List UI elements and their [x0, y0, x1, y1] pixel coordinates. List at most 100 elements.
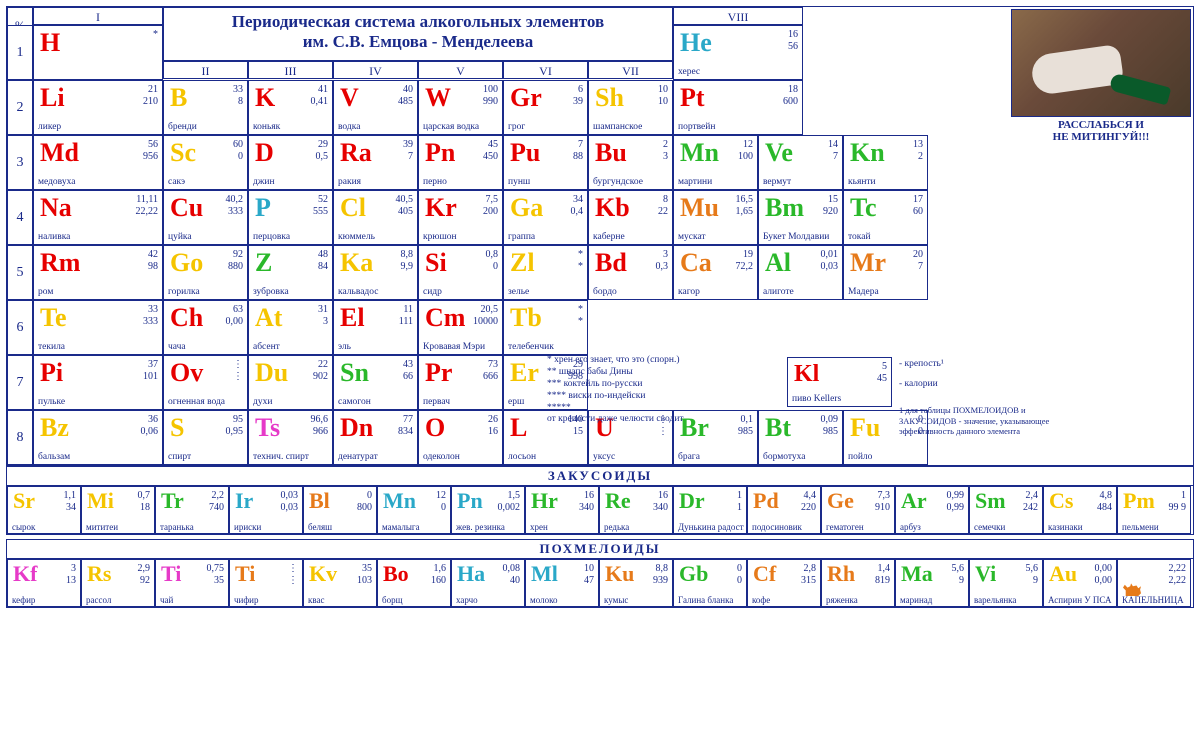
title-line-2: им. С.В. Емцова - Менделеева	[167, 32, 669, 52]
element-value-1: 35	[362, 563, 372, 574]
element-symbol: Kf	[13, 563, 37, 585]
element-cell: Ve147вермут	[758, 135, 843, 190]
element-cell: H*	[33, 25, 163, 80]
element-cell: Go92880горилка	[163, 245, 248, 300]
element-name: казинаки	[1048, 522, 1114, 532]
element-value-1: 11,11	[136, 194, 158, 205]
element-cell: Rh1,4819ряженка	[821, 559, 895, 607]
element-name: ром	[38, 287, 160, 297]
element-symbol: Zl	[510, 250, 535, 276]
element-name: абсент	[253, 342, 330, 352]
element-value-1: 7,5	[486, 194, 499, 205]
element-name: каберне	[593, 232, 670, 242]
element-value-2: 0	[493, 261, 498, 272]
side-note-line: *****	[547, 403, 777, 415]
element-name: мититеи	[86, 522, 152, 532]
element-cell: Tc1760токай	[843, 190, 928, 245]
element-value-2: 0,95	[226, 426, 244, 437]
element-value-1: 36	[148, 414, 158, 425]
element-cell: Hr16340хрен	[525, 486, 599, 534]
element-value-1: 1,1	[64, 490, 77, 501]
element-name: бренди	[168, 122, 245, 132]
title-line-1: Периодическая система алкогольных элемен…	[167, 12, 669, 32]
element-name: чай	[160, 595, 226, 605]
element-symbol: Pn	[457, 490, 483, 512]
element-name: Галина бланка	[678, 595, 744, 605]
element-symbol: Tr	[161, 490, 184, 512]
element-value-2: 220	[801, 502, 816, 513]
element-value-2: 939	[653, 575, 668, 586]
element-cell: O2616одеколон	[418, 410, 503, 465]
element-symbol: Cu	[170, 195, 203, 221]
element-value-2: 66	[403, 371, 413, 382]
element-symbol: Ga	[510, 195, 543, 221]
element-symbol: He	[680, 30, 712, 56]
element-name: кюммель	[338, 232, 415, 242]
element-cell: Kb822каберне	[588, 190, 673, 245]
element-value-1: 29	[318, 139, 328, 150]
element-value-2: 2	[918, 151, 923, 162]
element-value-2: 484	[1097, 502, 1112, 513]
element-value-2: 18	[140, 502, 150, 513]
element-value-2: 47	[584, 575, 594, 586]
element-symbol: Ov	[170, 360, 203, 386]
element-name: хрен	[530, 522, 596, 532]
element-cell: Mr207Мадера	[843, 245, 928, 300]
element-value-2: 101	[143, 371, 158, 382]
element-symbol: Dr	[679, 490, 705, 512]
element-name: борщ	[382, 595, 448, 605]
element-value-2: 405	[398, 206, 413, 217]
element-symbol: Ti	[161, 563, 181, 585]
element-value-2: 111	[399, 316, 413, 327]
element-symbol: Ti	[235, 563, 255, 585]
element-value-2: 0	[737, 575, 742, 586]
element-name: ириски	[234, 522, 300, 532]
element-cell: Au0,000,00Аспирин У ПСА	[1043, 559, 1117, 607]
element-symbol: Md	[40, 140, 79, 166]
element-value-2: 34	[66, 502, 76, 513]
element-symbol: At	[255, 305, 282, 331]
element-symbol: Rm	[40, 250, 80, 276]
element-cell: Ha0,0840харчо	[451, 559, 525, 607]
element-name: кагор	[678, 287, 755, 297]
element-value-2: 0,5	[316, 151, 329, 162]
element-name: медовуха	[38, 177, 160, 187]
element-name: крюшон	[423, 232, 500, 242]
element-cell: Mn12100мартини	[673, 135, 758, 190]
element-value-1: 13	[913, 139, 923, 150]
element-value-1: 42	[148, 249, 158, 260]
element-value-1: 7,3	[878, 490, 891, 501]
element-name: зелье	[508, 287, 585, 297]
element-value-2: 555	[313, 206, 328, 217]
element-cell: He1656херес	[673, 25, 803, 80]
element-cell: Ml1047молоко	[525, 559, 599, 607]
period-label: 5	[7, 245, 33, 300]
element-value-1: 0,09	[821, 414, 839, 425]
element-value-2: 920	[823, 206, 838, 217]
element-value-1: 73	[488, 359, 498, 370]
element-name: подосиновик	[752, 522, 818, 532]
element-value-2: 56	[788, 41, 798, 52]
element-cell: Kv35103квас	[303, 559, 377, 607]
element-cell: Cf2,8315кофе	[747, 559, 821, 607]
element-name: перно	[423, 177, 500, 187]
element-value-1: 4,8	[1100, 490, 1113, 501]
element-name: горилка	[168, 287, 245, 297]
element-value-1: 10	[584, 563, 594, 574]
element-name: маринад	[900, 595, 966, 605]
element-value-2: 3	[663, 151, 668, 162]
element-name: мускат	[678, 232, 755, 242]
element-name: эль	[338, 342, 415, 352]
element-name: денатурат	[338, 452, 415, 462]
element-cell: Du22902духи	[248, 355, 333, 410]
element-cell: Mi0,718мититеи	[81, 486, 155, 534]
element-value-1: 8,8	[656, 563, 669, 574]
element-name: харчо	[456, 595, 522, 605]
element-name: кьянти	[848, 177, 925, 187]
element-value-2: 200	[483, 206, 498, 217]
element-value-2: 800	[357, 502, 372, 513]
element-symbol: K	[255, 85, 275, 111]
element-value-1: 48	[318, 249, 328, 260]
element-value-1: 40	[403, 84, 413, 95]
element-cell: B338бренди	[163, 80, 248, 135]
